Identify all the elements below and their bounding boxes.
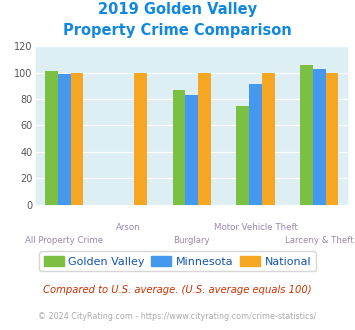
Text: Compared to U.S. average. (U.S. average equals 100): Compared to U.S. average. (U.S. average …	[43, 285, 312, 295]
Bar	[185, 95, 198, 205]
Text: Larceny & Theft: Larceny & Theft	[285, 236, 354, 245]
Text: © 2024 CityRating.com - https://www.cityrating.com/crime-statistics/: © 2024 CityRating.com - https://www.city…	[38, 312, 317, 321]
Bar	[198, 73, 211, 205]
Bar	[313, 69, 326, 205]
Legend: Golden Valley, Minnesota, National: Golden Valley, Minnesota, National	[39, 251, 316, 271]
Bar	[134, 73, 147, 205]
Text: All Property Crime: All Property Crime	[25, 236, 103, 245]
Text: Property Crime Comparison: Property Crime Comparison	[63, 23, 292, 38]
Bar	[249, 84, 262, 205]
Bar	[300, 65, 313, 205]
Bar	[236, 106, 249, 205]
Bar	[326, 73, 338, 205]
Text: 2019 Golden Valley: 2019 Golden Valley	[98, 2, 257, 16]
Bar	[173, 90, 185, 205]
Text: Arson: Arson	[116, 223, 140, 232]
Bar	[71, 73, 83, 205]
Bar	[262, 73, 274, 205]
Bar	[58, 74, 71, 205]
Bar	[45, 71, 58, 205]
Text: Burglary: Burglary	[173, 236, 210, 245]
Text: Motor Vehicle Theft: Motor Vehicle Theft	[213, 223, 297, 232]
